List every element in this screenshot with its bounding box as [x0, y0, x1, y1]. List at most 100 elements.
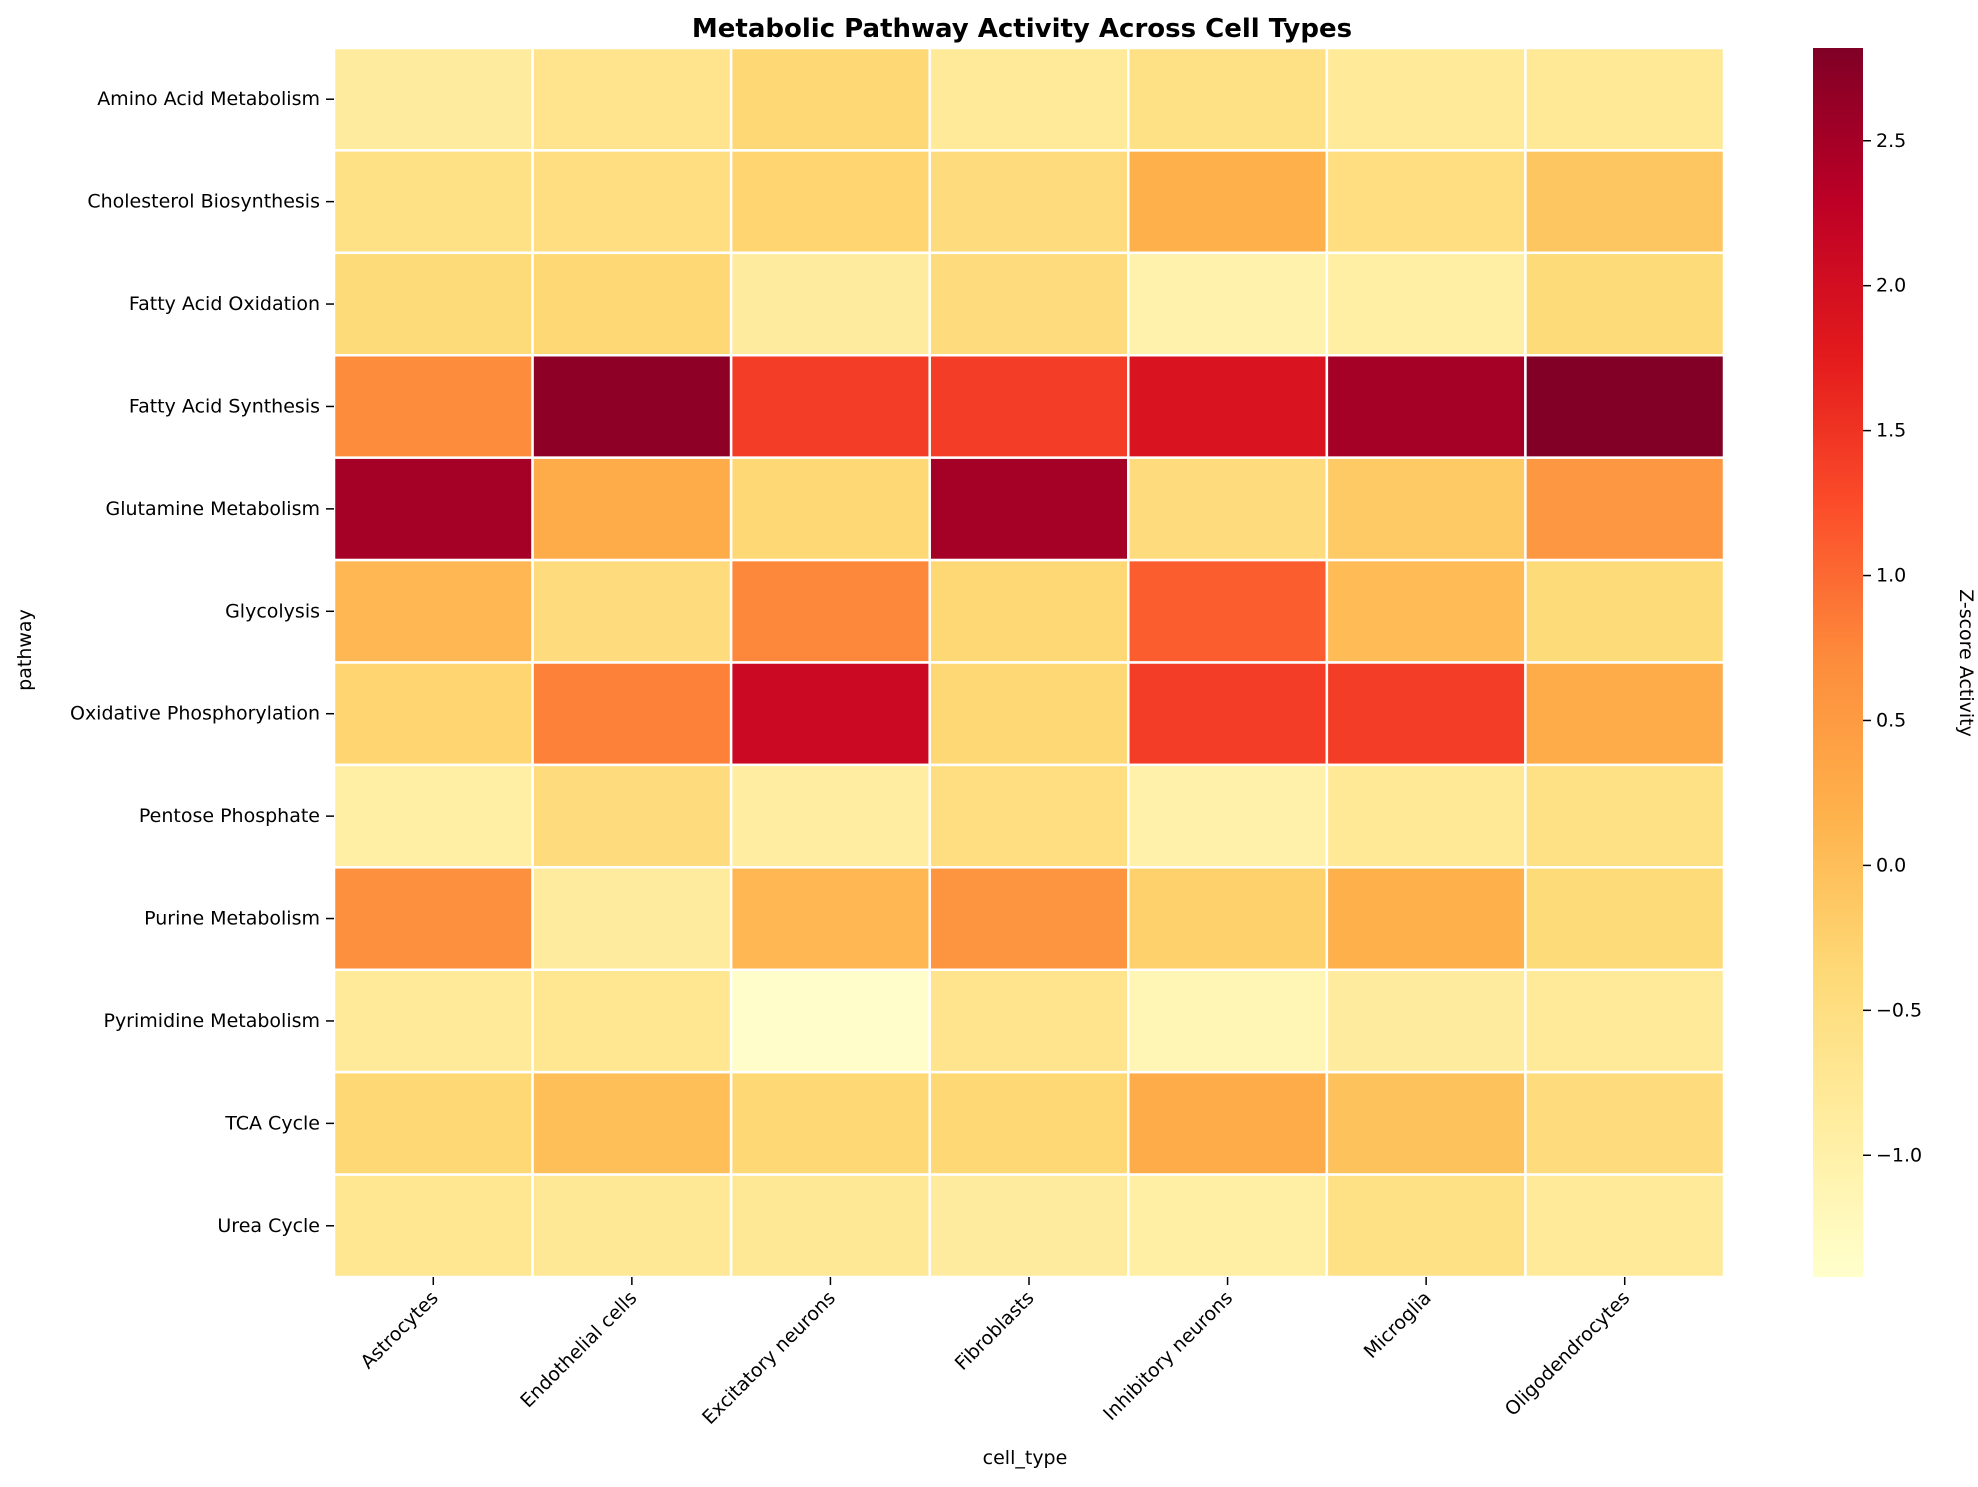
y-tick-label: Cholesterol Biosynthesis [87, 191, 320, 213]
y-tick-label: Glycolysis [225, 600, 320, 622]
heatmap-cell-oxidative-phosphorylation-microglia [1325, 661, 1527, 767]
heatmap-cell-glycolysis-fibroblasts [928, 558, 1130, 664]
heatmap-cell-amino-acid-metabolism-fibroblasts [928, 46, 1130, 152]
heatmap-cell-fatty-acid-synthesis-endothelial-cells [531, 354, 733, 459]
heatmap-cell-tca-cycle-inhibitory-neurons [1127, 1070, 1329, 1176]
heatmap-cell-oxidative-phosphorylation-inhibitory-neurons [1127, 661, 1329, 767]
y-tick-label: Fatty Acid Oxidation [129, 293, 320, 315]
x-tick-label: Excitatory neurons [698, 1287, 840, 1429]
y-tick-label: Pyrimidine Metabolism [103, 1010, 320, 1032]
heatmap-cells [332, 46, 1726, 1279]
heatmap-cell-pyrimidine-metabolism-microglia [1325, 968, 1527, 1074]
colorbar-tick-label: −0.5 [1876, 999, 1922, 1021]
x-tick-label: Endothelial cells [516, 1287, 641, 1412]
colorbar-tick-label: 2.5 [1876, 130, 1906, 152]
heatmap-cell-glycolysis-astrocytes [332, 558, 534, 664]
heatmap-cell-tca-cycle-fibroblasts [928, 1070, 1130, 1176]
y-tick-label: Oxidative Phosphorylation [70, 703, 320, 725]
heatmap-cell-pentose-phosphate-excitatory-neurons [729, 763, 931, 869]
heatmap-cell-urea-cycle-fibroblasts [928, 1173, 1130, 1279]
x-tick-label: Fibroblasts [951, 1287, 1039, 1375]
heatmap-cell-pyrimidine-metabolism-inhibitory-neurons [1127, 968, 1329, 1074]
heatmap-cell-fatty-acid-oxidation-endothelial-cells [531, 251, 733, 357]
heatmap-cell-pentose-phosphate-fibroblasts [928, 763, 1130, 869]
heatmap-cell-cholesterol-biosynthesis-oligodendrocytes [1524, 149, 1726, 255]
x-axis-label: cell_type [983, 1447, 1068, 1469]
heatmap-cell-glutamine-metabolism-fibroblasts [928, 456, 1130, 562]
y-axis-ticks: Amino Acid Metabolism Cholesterol Biosynt… [70, 88, 334, 1237]
heatmap-cell-amino-acid-metabolism-oligodendrocytes [1524, 46, 1726, 152]
colorbar-tick-label: 1.5 [1876, 420, 1906, 442]
colorbar-tick-label: 1.0 [1876, 565, 1906, 587]
heatmap-cell-glycolysis-microglia [1325, 558, 1527, 664]
y-tick-label: Amino Acid Metabolism [97, 88, 320, 110]
heatmap-cell-urea-cycle-excitatory-neurons [729, 1173, 931, 1279]
heatmap-cell-glutamine-metabolism-microglia [1325, 456, 1527, 562]
heatmap-cell-glycolysis-oligodendrocytes [1524, 558, 1726, 664]
heatmap-cell-urea-cycle-inhibitory-neurons [1127, 1173, 1329, 1279]
heatmap-cell-pentose-phosphate-inhibitory-neurons [1127, 763, 1329, 869]
heatmap-cell-cholesterol-biosynthesis-microglia [1325, 149, 1527, 255]
heatmap-cell-amino-acid-metabolism-excitatory-neurons [729, 46, 931, 152]
colorbar-label: Z-score Activity [1955, 589, 1977, 737]
heatmap-cell-purine-metabolism-fibroblasts [928, 866, 1130, 971]
heatmap-cell-urea-cycle-oligodendrocytes [1524, 1173, 1726, 1279]
heatmap-cell-purine-metabolism-oligodendrocytes [1524, 866, 1726, 971]
heatmap-cell-purine-metabolism-inhibitory-neurons [1127, 866, 1329, 971]
colorbar [1813, 48, 1863, 1277]
heatmap-cell-fatty-acid-synthesis-microglia [1325, 354, 1527, 459]
heatmap-cell-pyrimidine-metabolism-endothelial-cells [531, 968, 733, 1074]
colorbar-tick-label: 0.0 [1876, 854, 1906, 876]
heatmap-cell-cholesterol-biosynthesis-endothelial-cells [531, 149, 733, 255]
heatmap-cell-purine-metabolism-microglia [1325, 866, 1527, 971]
heatmap-cell-fatty-acid-synthesis-inhibitory-neurons [1127, 354, 1329, 459]
colorbar-tick-label: −1.0 [1876, 1144, 1922, 1166]
heatmap-cell-oxidative-phosphorylation-astrocytes [332, 661, 534, 767]
heatmap-cell-fatty-acid-oxidation-astrocytes [332, 251, 534, 357]
heatmap-cell-fatty-acid-synthesis-fibroblasts [928, 354, 1130, 459]
heatmap-cell-urea-cycle-microglia [1325, 1173, 1527, 1279]
heatmap-cell-cholesterol-biosynthesis-excitatory-neurons [729, 149, 931, 255]
heatmap-cell-amino-acid-metabolism-microglia [1325, 46, 1527, 152]
heatmap-cell-amino-acid-metabolism-endothelial-cells [531, 46, 733, 152]
x-tick-label: Inhibitory neurons [1099, 1287, 1237, 1425]
heatmap-cell-glutamine-metabolism-excitatory-neurons [729, 456, 931, 562]
heatmap-cell-glutamine-metabolism-oligodendrocytes [1524, 456, 1726, 562]
heatmap-cell-purine-metabolism-astrocytes [332, 866, 534, 971]
y-tick-label: TCA Cycle [224, 1112, 320, 1134]
y-tick-label: Purine Metabolism [144, 908, 320, 930]
heatmap-cell-oxidative-phosphorylation-fibroblasts [928, 661, 1130, 767]
heatmap-cell-fatty-acid-oxidation-inhibitory-neurons [1127, 251, 1329, 357]
heatmap-cell-purine-metabolism-endothelial-cells [531, 866, 733, 971]
colorbar-ticks: 2.5 2.0 1.5 1.0 0.5 0.0 −0.5 −1.0 [1863, 130, 1922, 1166]
heatmap-cell-pentose-phosphate-oligodendrocytes [1524, 763, 1726, 869]
colorbar-tick-label: 0.5 [1876, 709, 1906, 731]
chart-title: Metabolic Pathway Activity Across Cell T… [692, 14, 1352, 44]
heatmap-cell-pyrimidine-metabolism-oligodendrocytes [1524, 968, 1726, 1074]
heatmap-cell-fatty-acid-oxidation-oligodendrocytes [1524, 251, 1726, 357]
y-axis-label: pathway [14, 609, 36, 691]
heatmap-cell-glutamine-metabolism-inhibitory-neurons [1127, 456, 1329, 562]
heatmap-cell-glycolysis-excitatory-neurons [729, 558, 931, 664]
y-tick-label: Pentose Phosphate [139, 805, 320, 827]
heatmap-cell-purine-metabolism-excitatory-neurons [729, 866, 931, 971]
heatmap-cell-tca-cycle-excitatory-neurons [729, 1070, 931, 1176]
colorbar-tick-label: 2.0 [1876, 275, 1906, 297]
heatmap-cell-glutamine-metabolism-astrocytes [332, 456, 534, 562]
heatmap-cell-oxidative-phosphorylation-endothelial-cells [531, 661, 733, 767]
x-tick-label: Oligodendrocytes [1501, 1287, 1635, 1421]
heatmap-cell-cholesterol-biosynthesis-fibroblasts [928, 149, 1130, 255]
heatmap-cell-amino-acid-metabolism-astrocytes [332, 46, 534, 152]
heatmap-cell-pentose-phosphate-microglia [1325, 763, 1527, 869]
heatmap-cell-glycolysis-inhibitory-neurons [1127, 558, 1329, 664]
heatmap-cell-glutamine-metabolism-endothelial-cells [531, 456, 733, 562]
heatmap-cell-pyrimidine-metabolism-astrocytes [332, 968, 534, 1074]
heatmap-cell-tca-cycle-astrocytes [332, 1070, 534, 1176]
heatmap-cell-oxidative-phosphorylation-excitatory-neurons [729, 661, 931, 767]
heatmap-cell-fatty-acid-synthesis-excitatory-neurons [729, 354, 931, 459]
heatmap-cell-tca-cycle-endothelial-cells [531, 1070, 733, 1176]
heatmap-cell-pentose-phosphate-endothelial-cells [531, 763, 733, 869]
heatmap-cell-fatty-acid-oxidation-fibroblasts [928, 251, 1130, 357]
